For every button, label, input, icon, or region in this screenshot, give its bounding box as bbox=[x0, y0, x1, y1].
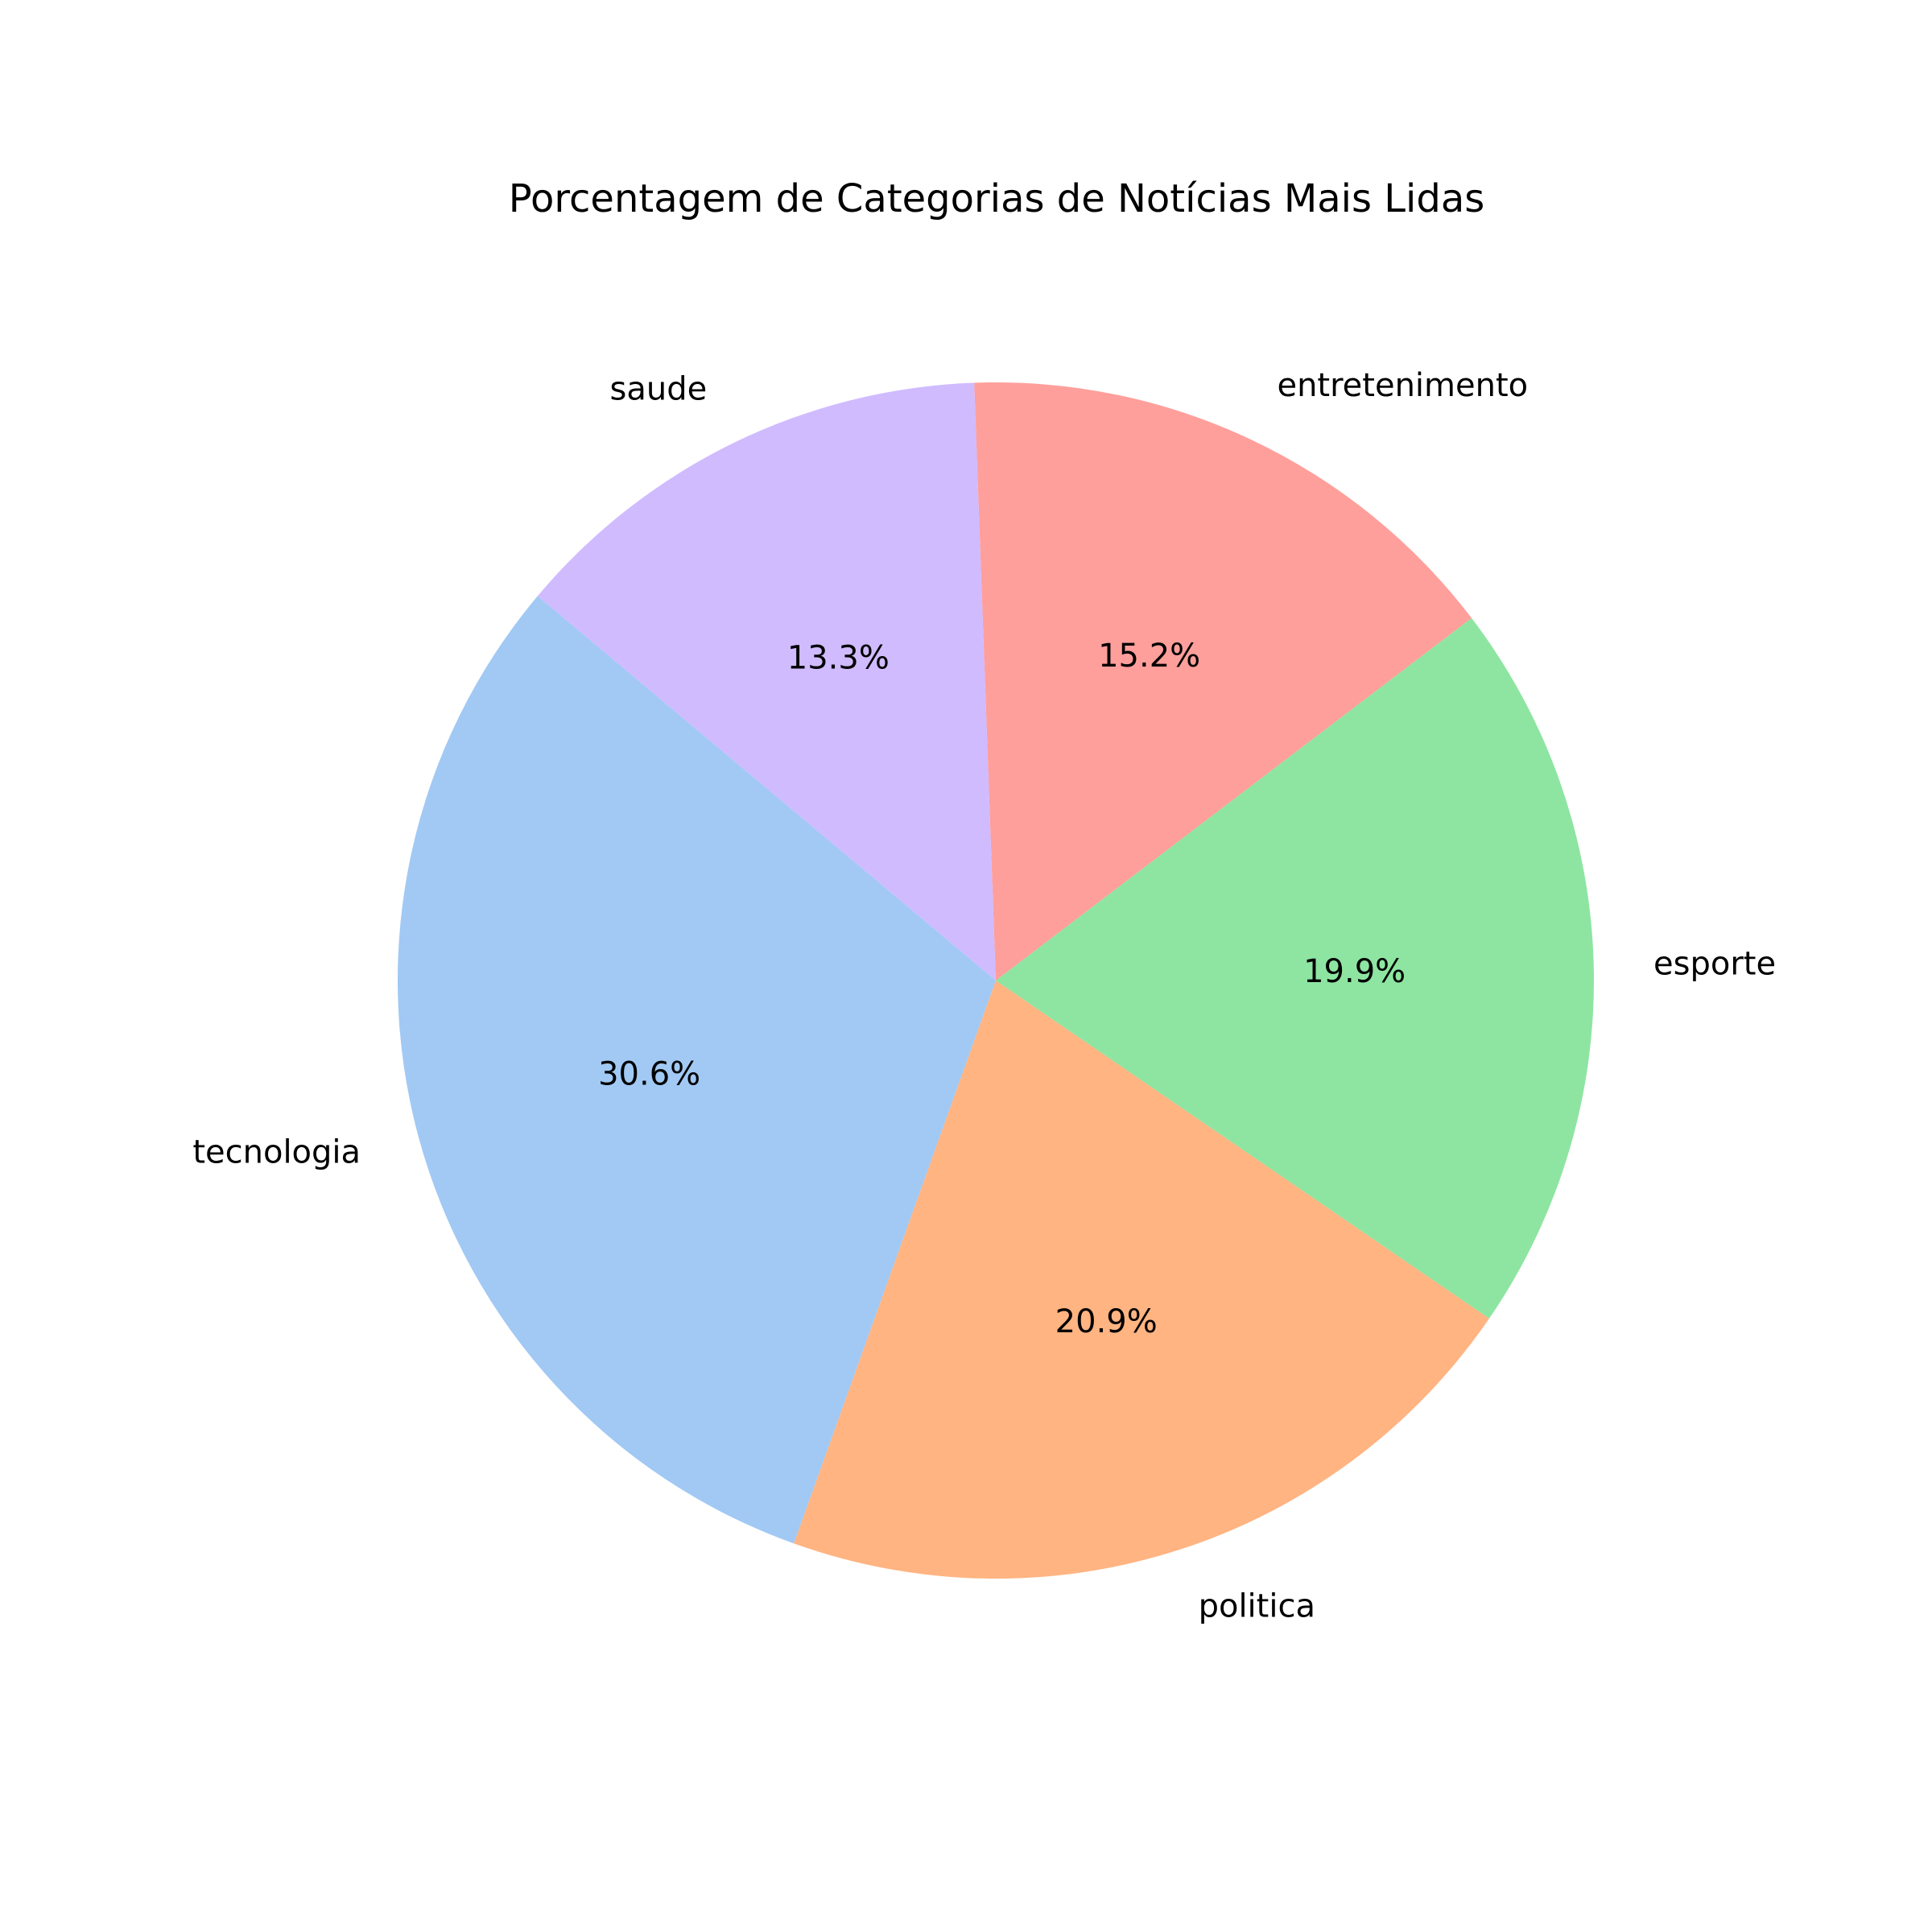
slice-saude bbox=[537, 382, 996, 980]
slice-politica bbox=[794, 980, 1489, 1579]
slice-label-politica: politica bbox=[1199, 1588, 1315, 1625]
slice-label-entretenimento: entretenimento bbox=[1277, 367, 1528, 404]
pct-label-saude: 13.3% bbox=[787, 639, 890, 676]
pie-labels: tecnologia 30.6% politica 20.9% esporte 19.9%… bbox=[192, 367, 1776, 1624]
pct-label-politica: 20.9% bbox=[1055, 1303, 1158, 1340]
slice-esporte bbox=[996, 617, 1594, 1319]
pct-label-entretenimento: 15.2% bbox=[1098, 638, 1200, 675]
slice-label-esporte: esporte bbox=[1653, 945, 1776, 982]
slice-label-tecnologia: tecnologia bbox=[192, 1133, 361, 1170]
pct-label-esporte: 19.9% bbox=[1303, 953, 1406, 990]
slice-entretenimento bbox=[974, 382, 1472, 980]
pie-slices bbox=[398, 382, 1594, 1579]
slice-tecnologia bbox=[398, 596, 996, 1544]
chart-title: Porcentagem de Categorias de Notícias Ma… bbox=[509, 176, 1485, 221]
slice-label-saude: saude bbox=[610, 371, 708, 408]
pct-label-tecnologia: 30.6% bbox=[598, 1055, 700, 1092]
